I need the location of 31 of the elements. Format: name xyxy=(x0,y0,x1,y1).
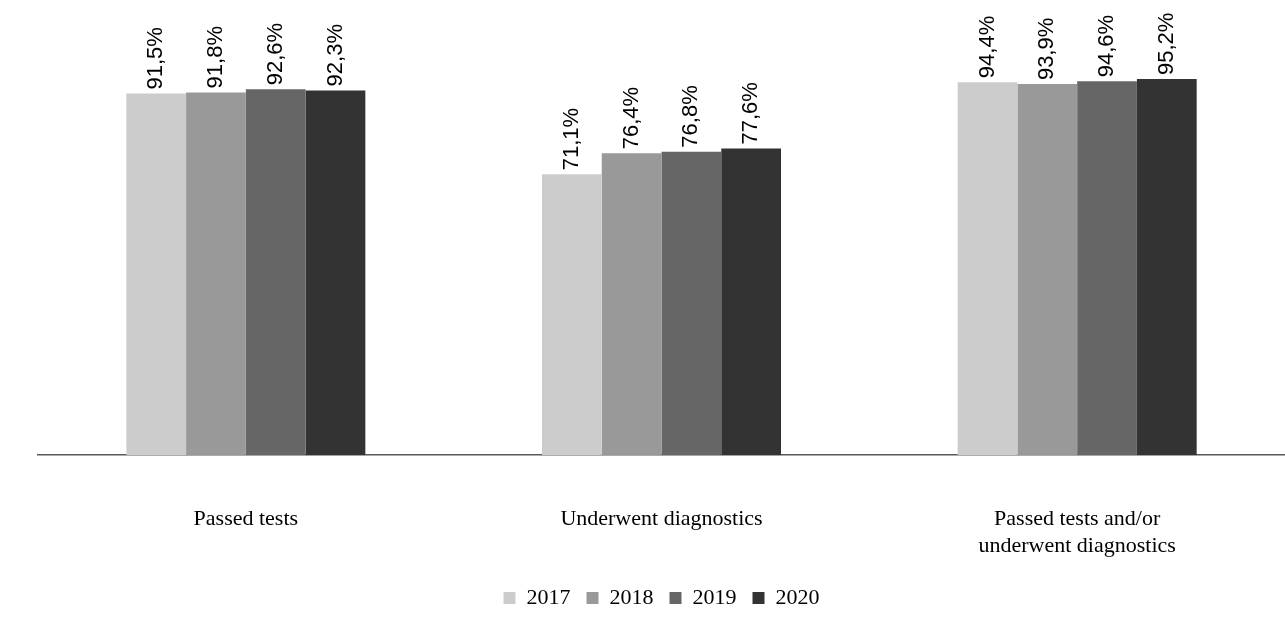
x-tick-label: Passed tests and/or underwent diagnostics xyxy=(978,505,1176,557)
bar xyxy=(957,82,1018,456)
x-tick-label: Passed tests xyxy=(193,505,299,531)
bar xyxy=(601,153,662,456)
bar xyxy=(305,90,366,456)
bar xyxy=(721,148,781,456)
data-label: 94,4% xyxy=(973,15,999,79)
data-label: 76,4% xyxy=(617,86,643,150)
legend-label: 2019 xyxy=(692,583,737,609)
data-label: 94,6% xyxy=(1093,14,1119,78)
bar xyxy=(542,174,602,456)
data-label: 91,5% xyxy=(142,27,168,90)
bar xyxy=(661,151,722,456)
data-label: 92,6% xyxy=(261,22,287,86)
bar xyxy=(126,93,187,456)
x-tick-label: Underwent diagnostics xyxy=(560,505,763,531)
legend-label: 2017 xyxy=(526,583,571,609)
bar xyxy=(1017,84,1078,456)
bar xyxy=(1077,81,1137,456)
bar xyxy=(1136,78,1197,456)
data-label: 76,8% xyxy=(677,85,703,148)
bar xyxy=(245,89,306,456)
data-label: 93,9% xyxy=(1033,17,1059,81)
legend-label: 2020 xyxy=(775,583,820,609)
data-label: 95,2% xyxy=(1152,12,1178,75)
data-label: 92,3% xyxy=(321,24,347,87)
data-label: 77,6% xyxy=(737,82,763,145)
legend-label: 2018 xyxy=(609,583,654,609)
data-label: 71,1% xyxy=(557,107,583,171)
data-label: 91,8% xyxy=(202,26,228,89)
bar xyxy=(186,92,246,456)
